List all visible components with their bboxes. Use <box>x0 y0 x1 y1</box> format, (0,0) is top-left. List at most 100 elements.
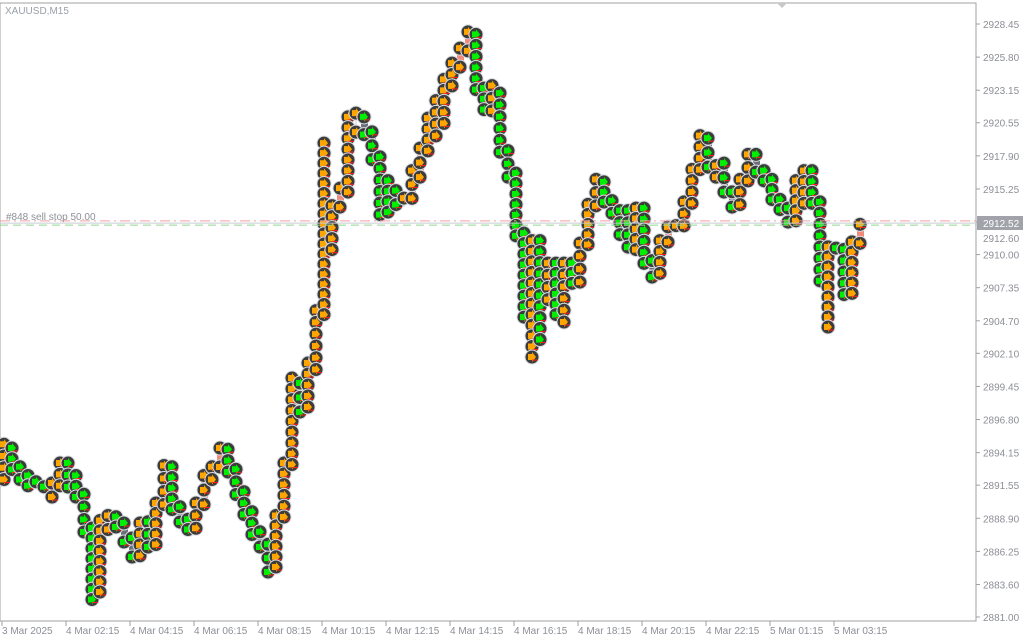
sell-signal-marker <box>268 559 284 575</box>
buy-signal-marker <box>76 486 92 502</box>
buy-signal-marker <box>468 60 484 76</box>
sell-signal-marker <box>556 290 572 306</box>
buy-signal-marker <box>700 145 716 161</box>
sell-signal-marker <box>324 242 340 258</box>
buy-signal-marker <box>804 174 820 190</box>
sell-signal-marker <box>276 509 292 525</box>
buy-signal-marker <box>468 48 484 64</box>
y-tick-label: 2894.15 <box>983 449 1020 460</box>
y-tick-label: 2881.00 <box>983 613 1020 624</box>
sell-signal-marker <box>820 319 836 335</box>
sell-signal-marker <box>340 184 356 200</box>
sell-signal-marker <box>572 274 588 290</box>
buy-signal-marker <box>380 173 396 189</box>
sell-signal-marker <box>268 528 284 544</box>
sell-signal-marker <box>340 141 356 157</box>
sell-signal-marker <box>92 584 108 600</box>
buy-signal-marker <box>804 163 820 179</box>
order-lines <box>0 220 976 226</box>
sell-signal-marker <box>684 195 700 211</box>
sell-signal-marker <box>676 206 692 222</box>
sell-signal-marker <box>660 234 676 250</box>
order-line-label: #848 sell stop 50.00 <box>6 212 96 223</box>
buy-signal-marker <box>220 441 236 457</box>
sell-signal-marker <box>412 169 428 185</box>
buy-signal-marker <box>636 200 652 216</box>
x-tick-label: 4 Mar 10:15 <box>322 626 376 637</box>
signal-markers <box>0 24 868 608</box>
sell-signal-marker <box>852 235 868 251</box>
y-tick-label: 2925.80 <box>983 53 1020 64</box>
buy-signal-marker <box>508 207 524 223</box>
y-tick-label: 2915.25 <box>983 185 1020 196</box>
sell-signal-marker <box>148 537 164 553</box>
x-tick-label: 4 Mar 04:15 <box>130 626 184 637</box>
sell-signal-marker <box>340 173 356 189</box>
x-tick-label: 4 Mar 02:15 <box>66 626 120 637</box>
buy-signal-marker <box>164 480 180 496</box>
buy-signal-marker <box>172 499 188 515</box>
sell-signal-marker <box>444 78 460 94</box>
y-tick-label: 2910.00 <box>983 251 1020 262</box>
buy-signal-marker <box>748 146 764 162</box>
y-tick-label: 2920.55 <box>983 119 1020 130</box>
sell-signal-marker <box>268 538 284 554</box>
buy-signal-marker <box>700 130 716 146</box>
sell-signal-marker <box>188 520 204 536</box>
y-tick-label: 2888.90 <box>983 514 1020 525</box>
sell-signal-marker <box>92 543 108 559</box>
sell-signal-marker <box>148 516 164 532</box>
buy-signal-marker <box>228 474 244 490</box>
buy-signal-marker <box>228 461 244 477</box>
buy-signal-marker <box>500 143 516 159</box>
buy-signal-marker <box>356 127 372 143</box>
buy-signal-marker <box>60 455 76 471</box>
sell-signal-marker <box>404 190 420 206</box>
sell-signal-marker <box>92 564 108 580</box>
buy-signal-marker <box>716 170 732 186</box>
y-tick-label: 2923.15 <box>983 86 1020 97</box>
sell-signal-marker <box>436 115 452 131</box>
sell-signal-marker <box>148 526 164 542</box>
sell-signal-marker <box>652 254 668 270</box>
x-tick-label: 5 Mar 01:15 <box>770 626 824 637</box>
sell-arrow-icon <box>440 118 448 129</box>
buy-signal-marker <box>76 499 92 515</box>
buy-signal-marker <box>492 85 508 101</box>
sell-signal-marker <box>324 231 340 247</box>
sell-signal-marker <box>412 155 428 171</box>
sell-signal-marker <box>276 477 292 493</box>
buy-signal-marker <box>116 534 132 550</box>
sell-signal-marker <box>284 424 300 440</box>
sell-signal-marker <box>844 265 860 281</box>
sell-signal-marker <box>652 265 668 281</box>
sell-signal-marker <box>308 362 324 378</box>
buy-signal-marker <box>4 440 20 456</box>
sell-signal-marker <box>684 173 700 189</box>
y-tick-label: 2907.35 <box>983 284 1020 295</box>
sell-signal-marker <box>572 261 588 277</box>
x-tick-label: 4 Mar 12:15 <box>386 626 440 637</box>
buy-signal-marker <box>636 233 652 249</box>
buy-signal-marker <box>252 524 268 540</box>
x-tick-label: 4 Mar 18:15 <box>578 626 632 637</box>
sell-signal-marker <box>844 285 860 301</box>
sell-signal-marker <box>332 199 348 215</box>
y-tick-label: 2928.45 <box>983 20 1020 31</box>
buy-signal-marker <box>812 194 828 210</box>
buy-signal-marker <box>164 469 180 485</box>
sell-signal-marker <box>852 216 868 232</box>
sell-signal-marker <box>524 349 540 365</box>
x-tick-label: 4 Mar 06:15 <box>194 626 248 637</box>
y-tick-label: 2904.70 <box>983 317 1020 328</box>
sell-signal-marker <box>92 553 108 569</box>
y-tick-label: 2891.55 <box>983 481 1020 492</box>
sell-arrow-icon <box>576 251 584 262</box>
shift-marker-icon[interactable] <box>777 3 787 8</box>
buy-signal-marker <box>508 196 524 212</box>
sell-signal-marker <box>732 197 748 213</box>
sell-signal-marker <box>204 472 220 488</box>
buy-signal-marker <box>532 332 548 348</box>
sell-signal-marker <box>732 184 748 200</box>
